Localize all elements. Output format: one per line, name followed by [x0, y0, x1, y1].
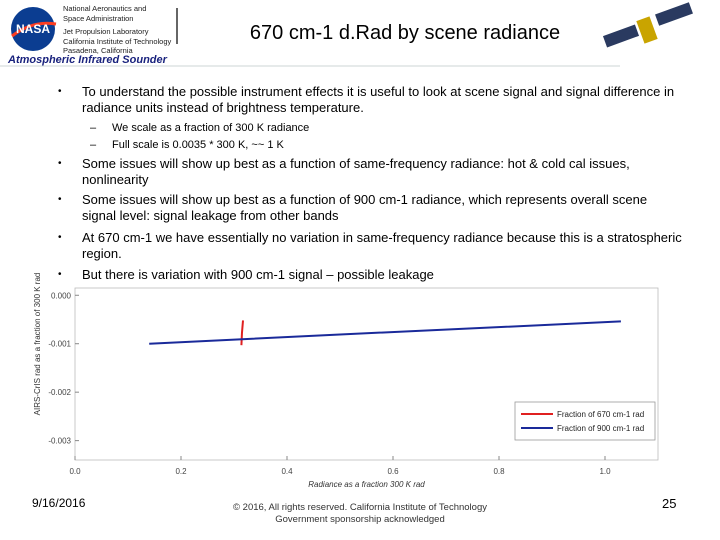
- agency-line: Pasadena, California: [63, 46, 133, 55]
- x-axis-label: Radiance as a fraction 300 K rad: [308, 480, 425, 489]
- x-tick-label: 1.0: [599, 467, 611, 476]
- y-tick-label: -0.002: [48, 388, 71, 397]
- x-tick-label: 0.6: [387, 467, 399, 476]
- satellite-icon: [602, 2, 693, 48]
- x-tick-label: 0.4: [281, 467, 293, 476]
- y-tick-label: -0.003: [48, 437, 71, 446]
- legend-label: Fraction of 900 cm-1 rad: [557, 424, 644, 433]
- footer-copyright: © 2016, All rights reserved. California …: [233, 502, 487, 513]
- x-tick-label: 0.0: [69, 467, 81, 476]
- agency-line: Jet Propulsion Laboratory: [63, 27, 149, 36]
- agency-line: Space Administration: [63, 14, 134, 23]
- footer-date: 9/16/2016: [32, 496, 86, 510]
- sub-bullet: We scale as a fraction of 300 K radiance: [90, 120, 672, 136]
- bullet: Some issues will show up best as a funct…: [58, 156, 682, 188]
- bullet: To understand the possible instrument ef…: [58, 84, 682, 116]
- page-number: 25: [662, 496, 677, 511]
- nasa-logo: [11, 7, 55, 51]
- sub-bullet: Full scale is 0.0035 * 300 K, ~~ 1 K: [90, 137, 672, 153]
- footer-copyright: Government sponsorship acknowledged: [275, 514, 445, 525]
- nasa-logo-swoosh: [11, 21, 57, 38]
- legend-box: [514, 401, 656, 441]
- x-tick-label: 0.2: [175, 467, 187, 476]
- slide-subtitle: Atmospheric Infrared Sounder: [8, 54, 167, 66]
- bullet: Some issues will show up best as a funct…: [58, 192, 682, 224]
- legend-label: Fraction of 670 cm-1 rad: [557, 410, 644, 419]
- y-tick-label: 0.000: [51, 291, 72, 300]
- data-line: [240, 320, 245, 346]
- x-tick-label: 0.8: [493, 467, 505, 476]
- y-axis-label: AIRS-CrIS rad as a fraction of 300 K rad: [33, 273, 42, 416]
- data-line: [149, 320, 621, 345]
- bullet: But there is variation with 900 cm-1 sig…: [58, 267, 682, 283]
- plot-frame: [74, 287, 659, 461]
- y-tick-label: -0.001: [48, 340, 71, 349]
- agency-line: California Institute of Technology: [63, 37, 172, 46]
- nasa-logo-text: NASA: [16, 22, 50, 36]
- slide-title: 670 cm-1 d.Rad by scene radiance: [249, 22, 561, 44]
- agency-line: National Aeronautics and: [63, 4, 147, 13]
- bullet: At 670 cm-1 we have essentially no varia…: [58, 230, 682, 262]
